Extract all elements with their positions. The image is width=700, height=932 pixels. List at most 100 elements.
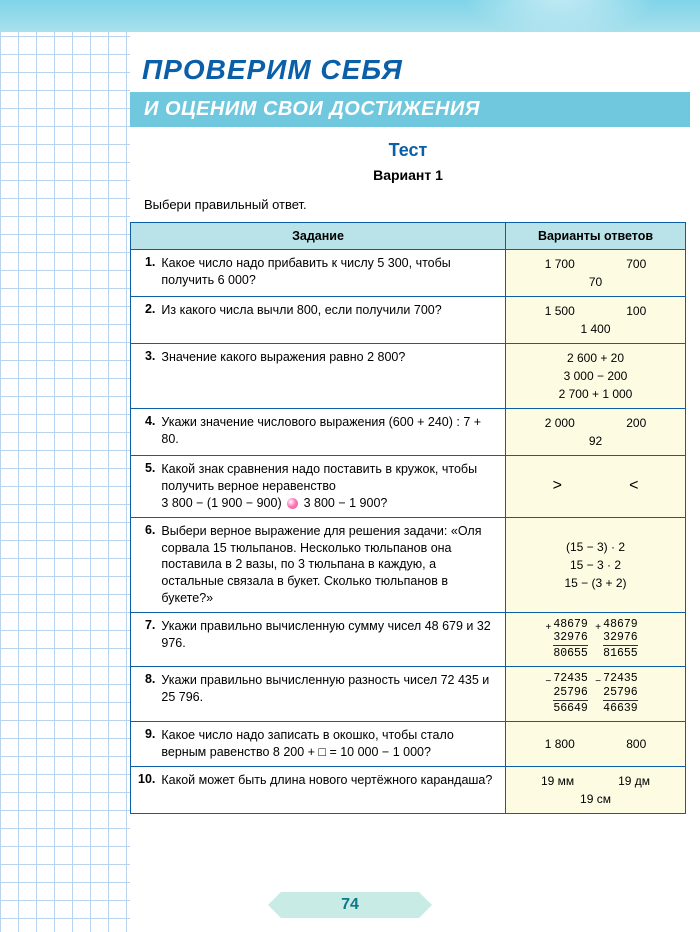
answer-option: 1 800 [545, 735, 575, 753]
row-number: 2. [131, 297, 158, 344]
answer-option: 2 700 + 1 000 [513, 385, 678, 403]
calc-n2: 25796 [553, 686, 588, 699]
row-number: 4. [131, 409, 158, 456]
task-text: Какой знак сравнения надо поставить в кр… [157, 456, 505, 518]
top-header-bar [0, 0, 700, 32]
calc-n1: 48679 [553, 618, 588, 631]
task-text: Укажи правильно вычисленную разность чис… [157, 667, 505, 721]
task-text: Значение какого выражения равно 2 800? [157, 344, 505, 409]
answer-cell: >< [506, 456, 686, 518]
task-text: Укажи значение числового выражения (600 … [157, 409, 505, 456]
table-row: 1. Какое число надо прибавить к числу 5 … [131, 250, 686, 297]
task-text: Выбери верное выражение для решения зада… [157, 517, 505, 612]
answer-option: 19 мм [541, 772, 574, 790]
task-expr-left: 3 800 − (1 900 − 900) [161, 496, 281, 510]
calc-n1: 72435 [603, 672, 638, 685]
calc-n1: 48679 [603, 618, 638, 631]
row-number: 7. [131, 613, 158, 667]
row-number: 8. [131, 667, 158, 721]
calc-n1: 72435 [553, 672, 588, 685]
col-answers-header: Варианты ответов [506, 223, 686, 250]
answer-option: 1 400 [513, 320, 678, 338]
answer-cell: + 48679 32976 80655 + 48679 32976 81655 [506, 613, 686, 667]
answer-option: 200 [626, 414, 646, 432]
row-number: 5. [131, 456, 158, 518]
answer-option: 2 000 [545, 414, 575, 432]
test-label: Тест [130, 140, 686, 161]
task-line: Какой знак сравнения надо поставить в кр… [161, 462, 477, 493]
calc-result: 80655 [553, 645, 588, 660]
answer-option: 1 700 [545, 255, 575, 273]
row-number: 3. [131, 344, 158, 409]
row-number: 6. [131, 517, 158, 612]
calc-column: + 48679 32976 81655 [603, 618, 638, 661]
answer-option: 800 [626, 735, 646, 753]
task-text: Какое число надо записать в окошко, чтоб… [157, 721, 505, 766]
answer-option: 3 000 − 200 [513, 367, 678, 385]
table-row: 7. Укажи правильно вычисленную сумму чис… [131, 613, 686, 667]
answer-option: 15 − 3 · 2 [513, 556, 678, 574]
title-line-2: И ОЦЕНИМ СВОИ ДОСТИЖЕНИЯ [144, 98, 676, 121]
task-text: Укажи правильно вычисленную сумму чисел … [157, 613, 505, 667]
row-number: 9. [131, 721, 158, 766]
title-line-2-wrap: И ОЦЕНИМ СВОИ ДОСТИЖЕНИЯ [130, 92, 690, 127]
answer-option: 19 дм [618, 772, 650, 790]
answer-option: > [553, 474, 562, 498]
task-text: Какой может быть длина нового чертёжного… [157, 766, 505, 813]
title-line-1: ПРОВЕРИМ СЕБЯ [130, 50, 690, 90]
calc-result: 56649 [553, 700, 588, 715]
task-text: Какое число надо прибавить к числу 5 300… [157, 250, 505, 297]
table-row: 10. Какой может быть длина нового чертёж… [131, 766, 686, 813]
calc-result: 46639 [603, 700, 638, 715]
table-row: 8. Укажи правильно вычисленную разность … [131, 667, 686, 721]
answer-option: (15 − 3) · 2 [513, 538, 678, 556]
calc-column: − 72435 25796 56649 [553, 672, 588, 715]
content-panel: Тест Вариант 1 Выбери правильный ответ. … [130, 130, 686, 814]
task-expr-right: 3 800 − 1 900? [304, 496, 388, 510]
answer-option: 70 [513, 273, 678, 291]
row-number: 10. [131, 766, 158, 813]
calc-n2: 32976 [553, 631, 588, 644]
calc-op: + [595, 623, 601, 635]
task-text: Из какого числа вычли 800, если получили… [157, 297, 505, 344]
answer-cell: 2 000 200 92 [506, 409, 686, 456]
variant-label: Вариант 1 [130, 167, 686, 183]
answer-option: 15 − (3 + 2) [513, 574, 678, 592]
answer-option: < [629, 474, 638, 498]
test-header: Тест Вариант 1 [130, 130, 686, 189]
calc-n2: 32976 [603, 631, 638, 644]
calc-result: 81655 [603, 645, 638, 660]
table-row: 6. Выбери верное выражение для решения з… [131, 517, 686, 612]
answer-cell: − 72435 25796 56649 − 72435 25796 46639 [506, 667, 686, 721]
comparison-circle-icon [287, 498, 298, 509]
answer-cell: 1 700 700 70 [506, 250, 686, 297]
page-number: 74 [281, 892, 419, 918]
answer-option: 1 500 [545, 302, 575, 320]
calc-op: − [545, 677, 551, 689]
calc-op: + [545, 623, 551, 635]
answer-option: 100 [626, 302, 646, 320]
table-row: 4. Укажи значение числового выражения (6… [131, 409, 686, 456]
calc-column: + 48679 32976 80655 [553, 618, 588, 661]
quiz-table: Задание Варианты ответов 1. Какое число … [130, 222, 686, 814]
instruction-text: Выбери правильный ответ. [130, 189, 686, 222]
page-number-wrap: 74 [0, 892, 700, 918]
table-row: 3. Значение какого выражения равно 2 800… [131, 344, 686, 409]
table-row: 2. Из какого числа вычли 800, если получ… [131, 297, 686, 344]
col-task-header: Задание [131, 223, 506, 250]
row-number: 1. [131, 250, 158, 297]
answer-cell: 19 мм 19 дм 19 см [506, 766, 686, 813]
table-row: 5. Какой знак сравнения надо поставить в… [131, 456, 686, 518]
calc-column: − 72435 25796 46639 [603, 672, 638, 715]
answer-option: 19 см [513, 790, 678, 808]
answer-cell: 1 500 100 1 400 [506, 297, 686, 344]
table-header-row: Задание Варианты ответов [131, 223, 686, 250]
grid-paper-background [0, 0, 130, 932]
answer-cell: (15 − 3) · 2 15 − 3 · 2 15 − (3 + 2) [506, 517, 686, 612]
answer-cell: 2 600 + 20 3 000 − 200 2 700 + 1 000 [506, 344, 686, 409]
answer-option: 2 600 + 20 [513, 349, 678, 367]
answer-option: 700 [626, 255, 646, 273]
answer-option: 92 [513, 432, 678, 450]
calc-op: − [595, 677, 601, 689]
answer-cell: 1 800 800 [506, 721, 686, 766]
